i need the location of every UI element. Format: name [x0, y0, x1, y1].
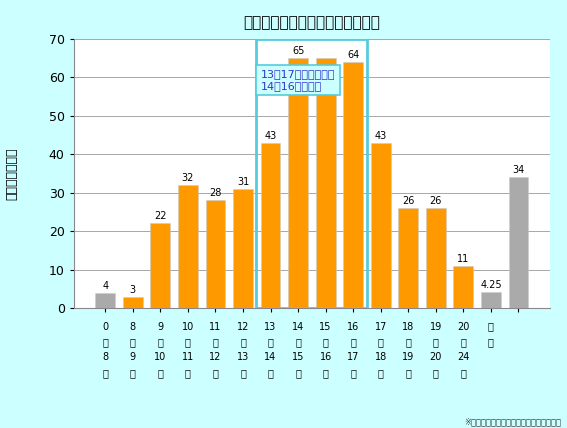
Text: ～: ～	[460, 337, 466, 347]
Text: 18: 18	[375, 353, 387, 363]
Text: ～: ～	[405, 337, 411, 347]
Bar	[178, 185, 198, 308]
Bar	[316, 58, 336, 308]
Text: 時: 時	[268, 368, 273, 378]
Text: 17: 17	[375, 322, 387, 332]
Bar	[481, 292, 501, 308]
Text: 32: 32	[181, 173, 194, 183]
Text: ～: ～	[102, 337, 108, 347]
Text: 0: 0	[102, 322, 108, 332]
Text: 24: 24	[457, 353, 469, 363]
Bar	[205, 200, 225, 308]
Title: 河川水難事故の時間帯別発生件数: 河川水難事故の時間帯別発生件数	[243, 15, 380, 30]
Text: 時: 時	[185, 368, 191, 378]
Text: 10: 10	[182, 322, 194, 332]
Text: 65: 65	[292, 46, 304, 56]
Text: 時: 時	[295, 368, 301, 378]
Text: ～: ～	[433, 337, 439, 347]
Bar	[288, 58, 308, 308]
Bar	[256, 39, 367, 308]
Text: 16: 16	[319, 353, 332, 363]
Text: 時: 時	[323, 368, 328, 378]
Text: 15: 15	[319, 322, 332, 332]
Text: 時: 時	[405, 368, 411, 378]
Text: 22: 22	[154, 211, 167, 222]
Text: 18: 18	[402, 322, 414, 332]
Text: ～: ～	[185, 337, 191, 347]
Text: ※報道データを元に河川環境管理財団作成: ※報道データを元に河川環境管理財団作成	[464, 417, 561, 426]
Text: 11: 11	[182, 353, 194, 363]
Text: 14: 14	[264, 353, 277, 363]
Text: 4: 4	[102, 281, 108, 291]
Text: 11: 11	[457, 254, 469, 264]
Text: 8: 8	[102, 353, 108, 363]
Bar	[233, 189, 253, 308]
Text: 時: 時	[240, 368, 246, 378]
Text: 9: 9	[157, 322, 163, 332]
Bar	[95, 293, 115, 308]
Text: 時: 時	[433, 368, 439, 378]
Text: 20: 20	[430, 353, 442, 363]
Text: 時: 時	[102, 368, 108, 378]
Text: 12: 12	[237, 322, 249, 332]
Text: 64: 64	[347, 50, 359, 60]
Text: 時: 時	[350, 368, 356, 378]
Text: 13～17が多く、特に
14～16時が多い: 13～17が多く、特に 14～16時が多い	[261, 69, 335, 91]
Text: ～: ～	[268, 337, 273, 347]
Bar	[399, 208, 418, 308]
Text: 明: 明	[488, 337, 494, 347]
Text: 20: 20	[457, 322, 469, 332]
Text: 28: 28	[209, 188, 222, 199]
Text: ～: ～	[240, 337, 246, 347]
Text: ～: ～	[130, 337, 136, 347]
Text: 8: 8	[130, 322, 136, 332]
Text: 12: 12	[209, 353, 222, 363]
Text: 43: 43	[264, 131, 277, 141]
Text: 26: 26	[430, 196, 442, 206]
Text: 4.25: 4.25	[480, 280, 502, 290]
Text: 19: 19	[402, 353, 414, 363]
Text: 43: 43	[375, 131, 387, 141]
Text: 14: 14	[292, 322, 304, 332]
Text: 時: 時	[460, 368, 466, 378]
Text: 26: 26	[402, 196, 414, 206]
Text: 15: 15	[292, 353, 304, 363]
Text: 10: 10	[154, 353, 167, 363]
Bar	[343, 62, 363, 308]
Text: 13: 13	[237, 353, 249, 363]
Bar	[123, 297, 143, 308]
Bar	[371, 143, 391, 308]
Bar	[261, 143, 281, 308]
Text: 19: 19	[430, 322, 442, 332]
Text: 11: 11	[209, 322, 222, 332]
Text: 時: 時	[213, 368, 218, 378]
Bar	[454, 266, 473, 308]
Text: 34: 34	[513, 165, 524, 175]
Text: 3: 3	[130, 285, 136, 294]
Bar	[426, 208, 446, 308]
Text: 時: 時	[378, 368, 384, 378]
Text: ～: ～	[350, 337, 356, 347]
Text: ～: ～	[213, 337, 218, 347]
Text: 16: 16	[347, 322, 359, 332]
Text: 不: 不	[488, 322, 494, 332]
Text: 時: 時	[130, 368, 136, 378]
Text: 事故件数（件）: 事故件数（件）	[5, 147, 18, 199]
Text: ～: ～	[295, 337, 301, 347]
Text: ～: ～	[323, 337, 328, 347]
Text: 31: 31	[237, 177, 249, 187]
Text: ～: ～	[158, 337, 163, 347]
Text: 時: 時	[158, 368, 163, 378]
Bar	[509, 177, 528, 308]
Text: 13: 13	[264, 322, 277, 332]
Text: 9: 9	[130, 353, 136, 363]
Text: 17: 17	[347, 353, 359, 363]
Bar	[150, 223, 170, 308]
Text: ～: ～	[378, 337, 384, 347]
